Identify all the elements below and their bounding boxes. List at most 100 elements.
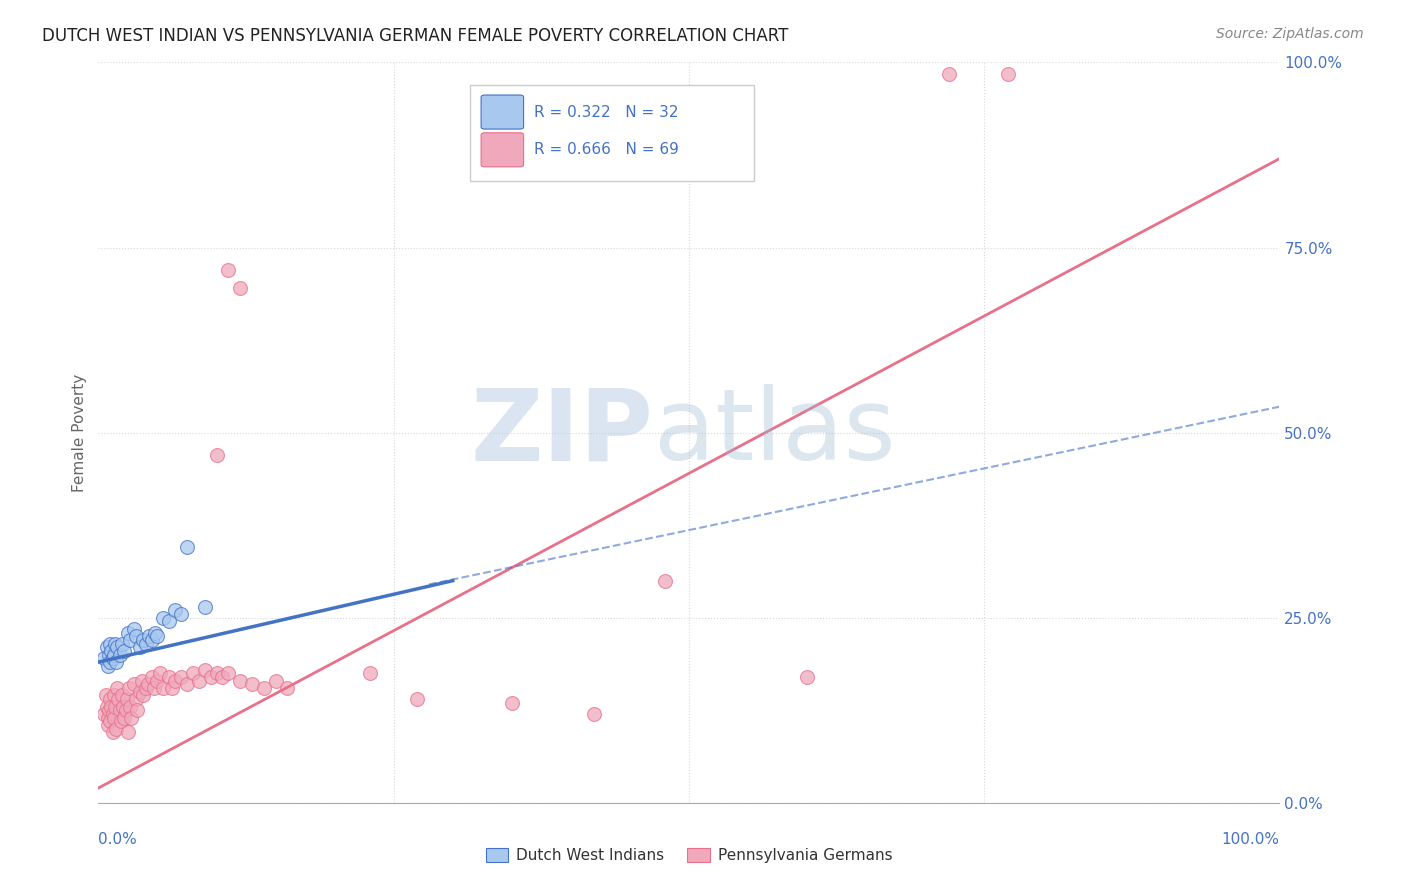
Point <box>205 666 228 681</box>
Text: R = 0.666   N = 69: R = 0.666 N = 69 <box>534 143 679 157</box>
Point <box>200 670 222 684</box>
Point <box>501 696 523 710</box>
Point <box>135 681 157 695</box>
Point <box>107 692 129 706</box>
Point <box>165 603 187 617</box>
Point <box>138 629 160 643</box>
Point <box>583 706 606 721</box>
Point <box>141 632 163 647</box>
Point <box>120 632 142 647</box>
Point <box>160 681 183 695</box>
Point <box>176 677 198 691</box>
Point <box>97 658 120 673</box>
Point <box>100 644 122 658</box>
Point <box>100 699 122 714</box>
Point <box>101 725 124 739</box>
Point <box>121 711 143 725</box>
Text: atlas: atlas <box>654 384 896 481</box>
Point <box>117 725 139 739</box>
Point <box>98 703 121 717</box>
Point <box>105 640 128 655</box>
Text: DUTCH WEST INDIAN VS PENNSYLVANIA GERMAN FEMALE POVERTY CORRELATION CHART: DUTCH WEST INDIAN VS PENNSYLVANIA GERMAN… <box>42 27 789 45</box>
Text: ZIP: ZIP <box>471 384 654 481</box>
Point <box>97 718 120 732</box>
Point <box>96 640 118 655</box>
Point <box>112 644 135 658</box>
Point <box>938 66 960 80</box>
FancyBboxPatch shape <box>481 133 523 167</box>
Point <box>143 625 166 640</box>
Point <box>136 677 159 691</box>
Point <box>105 655 128 669</box>
Point <box>125 692 148 706</box>
Text: 0.0%: 0.0% <box>98 832 138 847</box>
Point <box>152 681 174 695</box>
Point <box>276 681 298 695</box>
Point <box>146 629 169 643</box>
Point <box>181 666 204 681</box>
Point <box>97 711 120 725</box>
FancyBboxPatch shape <box>481 95 523 129</box>
Point <box>93 651 115 665</box>
Point <box>211 670 233 684</box>
Point <box>165 673 187 688</box>
FancyBboxPatch shape <box>471 85 754 181</box>
Point <box>98 655 121 669</box>
Point <box>132 632 155 647</box>
Legend: Dutch West Indians, Pennsylvania Germans: Dutch West Indians, Pennsylvania Germans <box>479 842 898 869</box>
Point <box>127 703 149 717</box>
Point <box>194 599 217 614</box>
Point <box>152 610 174 624</box>
Point <box>194 663 217 677</box>
Point <box>135 637 157 651</box>
Point <box>125 629 148 643</box>
Point <box>103 711 125 725</box>
Point <box>229 673 252 688</box>
Point <box>94 689 117 703</box>
Point <box>93 706 115 721</box>
Point <box>112 711 135 725</box>
Point <box>105 722 128 736</box>
Point <box>117 625 139 640</box>
Point <box>98 637 121 651</box>
Point <box>122 622 145 636</box>
Point <box>205 448 228 462</box>
Point <box>240 677 263 691</box>
Point <box>96 699 118 714</box>
Point <box>101 651 124 665</box>
Point <box>122 677 145 691</box>
Point <box>359 666 381 681</box>
Point <box>115 692 138 706</box>
Point <box>98 714 121 729</box>
Point <box>149 666 172 681</box>
Point <box>217 262 239 277</box>
Point <box>157 670 180 684</box>
Point <box>176 541 198 555</box>
Point <box>103 689 125 703</box>
Point <box>128 640 150 655</box>
Point <box>103 648 125 662</box>
Point <box>796 670 818 684</box>
Y-axis label: Female Poverty: Female Poverty <box>72 374 87 491</box>
Text: R = 0.322   N = 32: R = 0.322 N = 32 <box>534 104 679 120</box>
Point <box>157 615 180 629</box>
Point <box>128 685 150 699</box>
Point <box>141 670 163 684</box>
Point <box>111 689 134 703</box>
Point <box>187 673 209 688</box>
Point <box>118 681 141 695</box>
Point <box>101 706 124 721</box>
Point <box>108 648 131 662</box>
Point <box>264 673 287 688</box>
Point <box>104 699 127 714</box>
Point <box>108 703 131 717</box>
Point <box>98 648 121 662</box>
Point <box>120 699 142 714</box>
Point <box>217 666 239 681</box>
Point <box>111 637 134 651</box>
Point <box>112 699 135 714</box>
Text: 100.0%: 100.0% <box>1222 832 1279 847</box>
Point <box>146 673 169 688</box>
Point <box>997 66 1019 80</box>
Point <box>132 689 155 703</box>
